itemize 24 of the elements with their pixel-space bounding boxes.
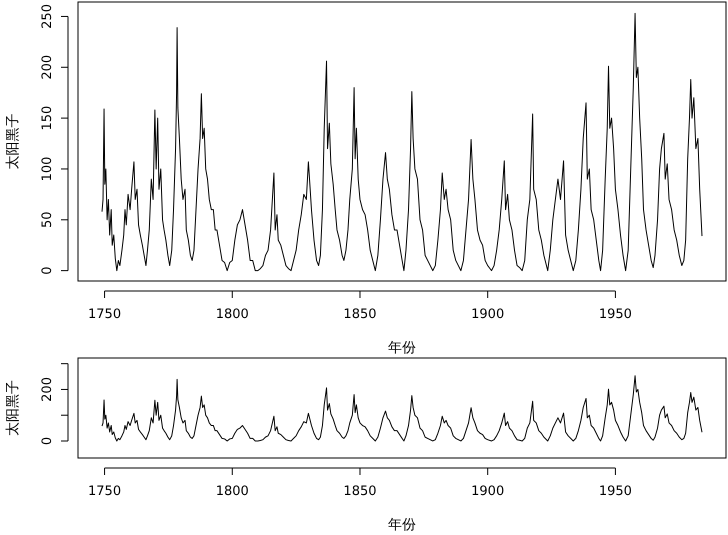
x-axis-title: 年份 (388, 340, 416, 356)
y-tick-label: 100 (40, 156, 55, 182)
y-tick-label: 0 (40, 266, 55, 275)
y-tick-label: 0 (40, 436, 55, 446)
y-tick-label: 200 (40, 54, 55, 80)
y-axis-title: 太阳黑子 (5, 380, 21, 436)
x-tick-label: 1750 (88, 307, 122, 322)
y-tick-label: 200 (40, 377, 55, 402)
x-tick-label: 1800 (216, 484, 249, 499)
y-axis-title: 太阳黑子 (5, 114, 21, 170)
y-tick-label: 150 (40, 106, 55, 131)
x-tick-label: 1950 (598, 307, 632, 322)
line-series (102, 12, 702, 272)
x-tick-label: 1900 (471, 307, 504, 322)
y-tick-label: 50 (40, 212, 55, 228)
y-tick-label: 250 (40, 4, 55, 29)
x-tick-label: 1750 (88, 484, 122, 499)
x-tick-label: 1900 (471, 484, 504, 499)
x-tick-label: 1800 (216, 307, 249, 322)
x-axis-title: 年份 (388, 517, 416, 533)
x-tick-label: 1850 (343, 484, 377, 499)
line-series (102, 375, 702, 442)
x-tick-label: 1850 (343, 307, 377, 322)
x-tick-label: 1950 (598, 484, 632, 499)
